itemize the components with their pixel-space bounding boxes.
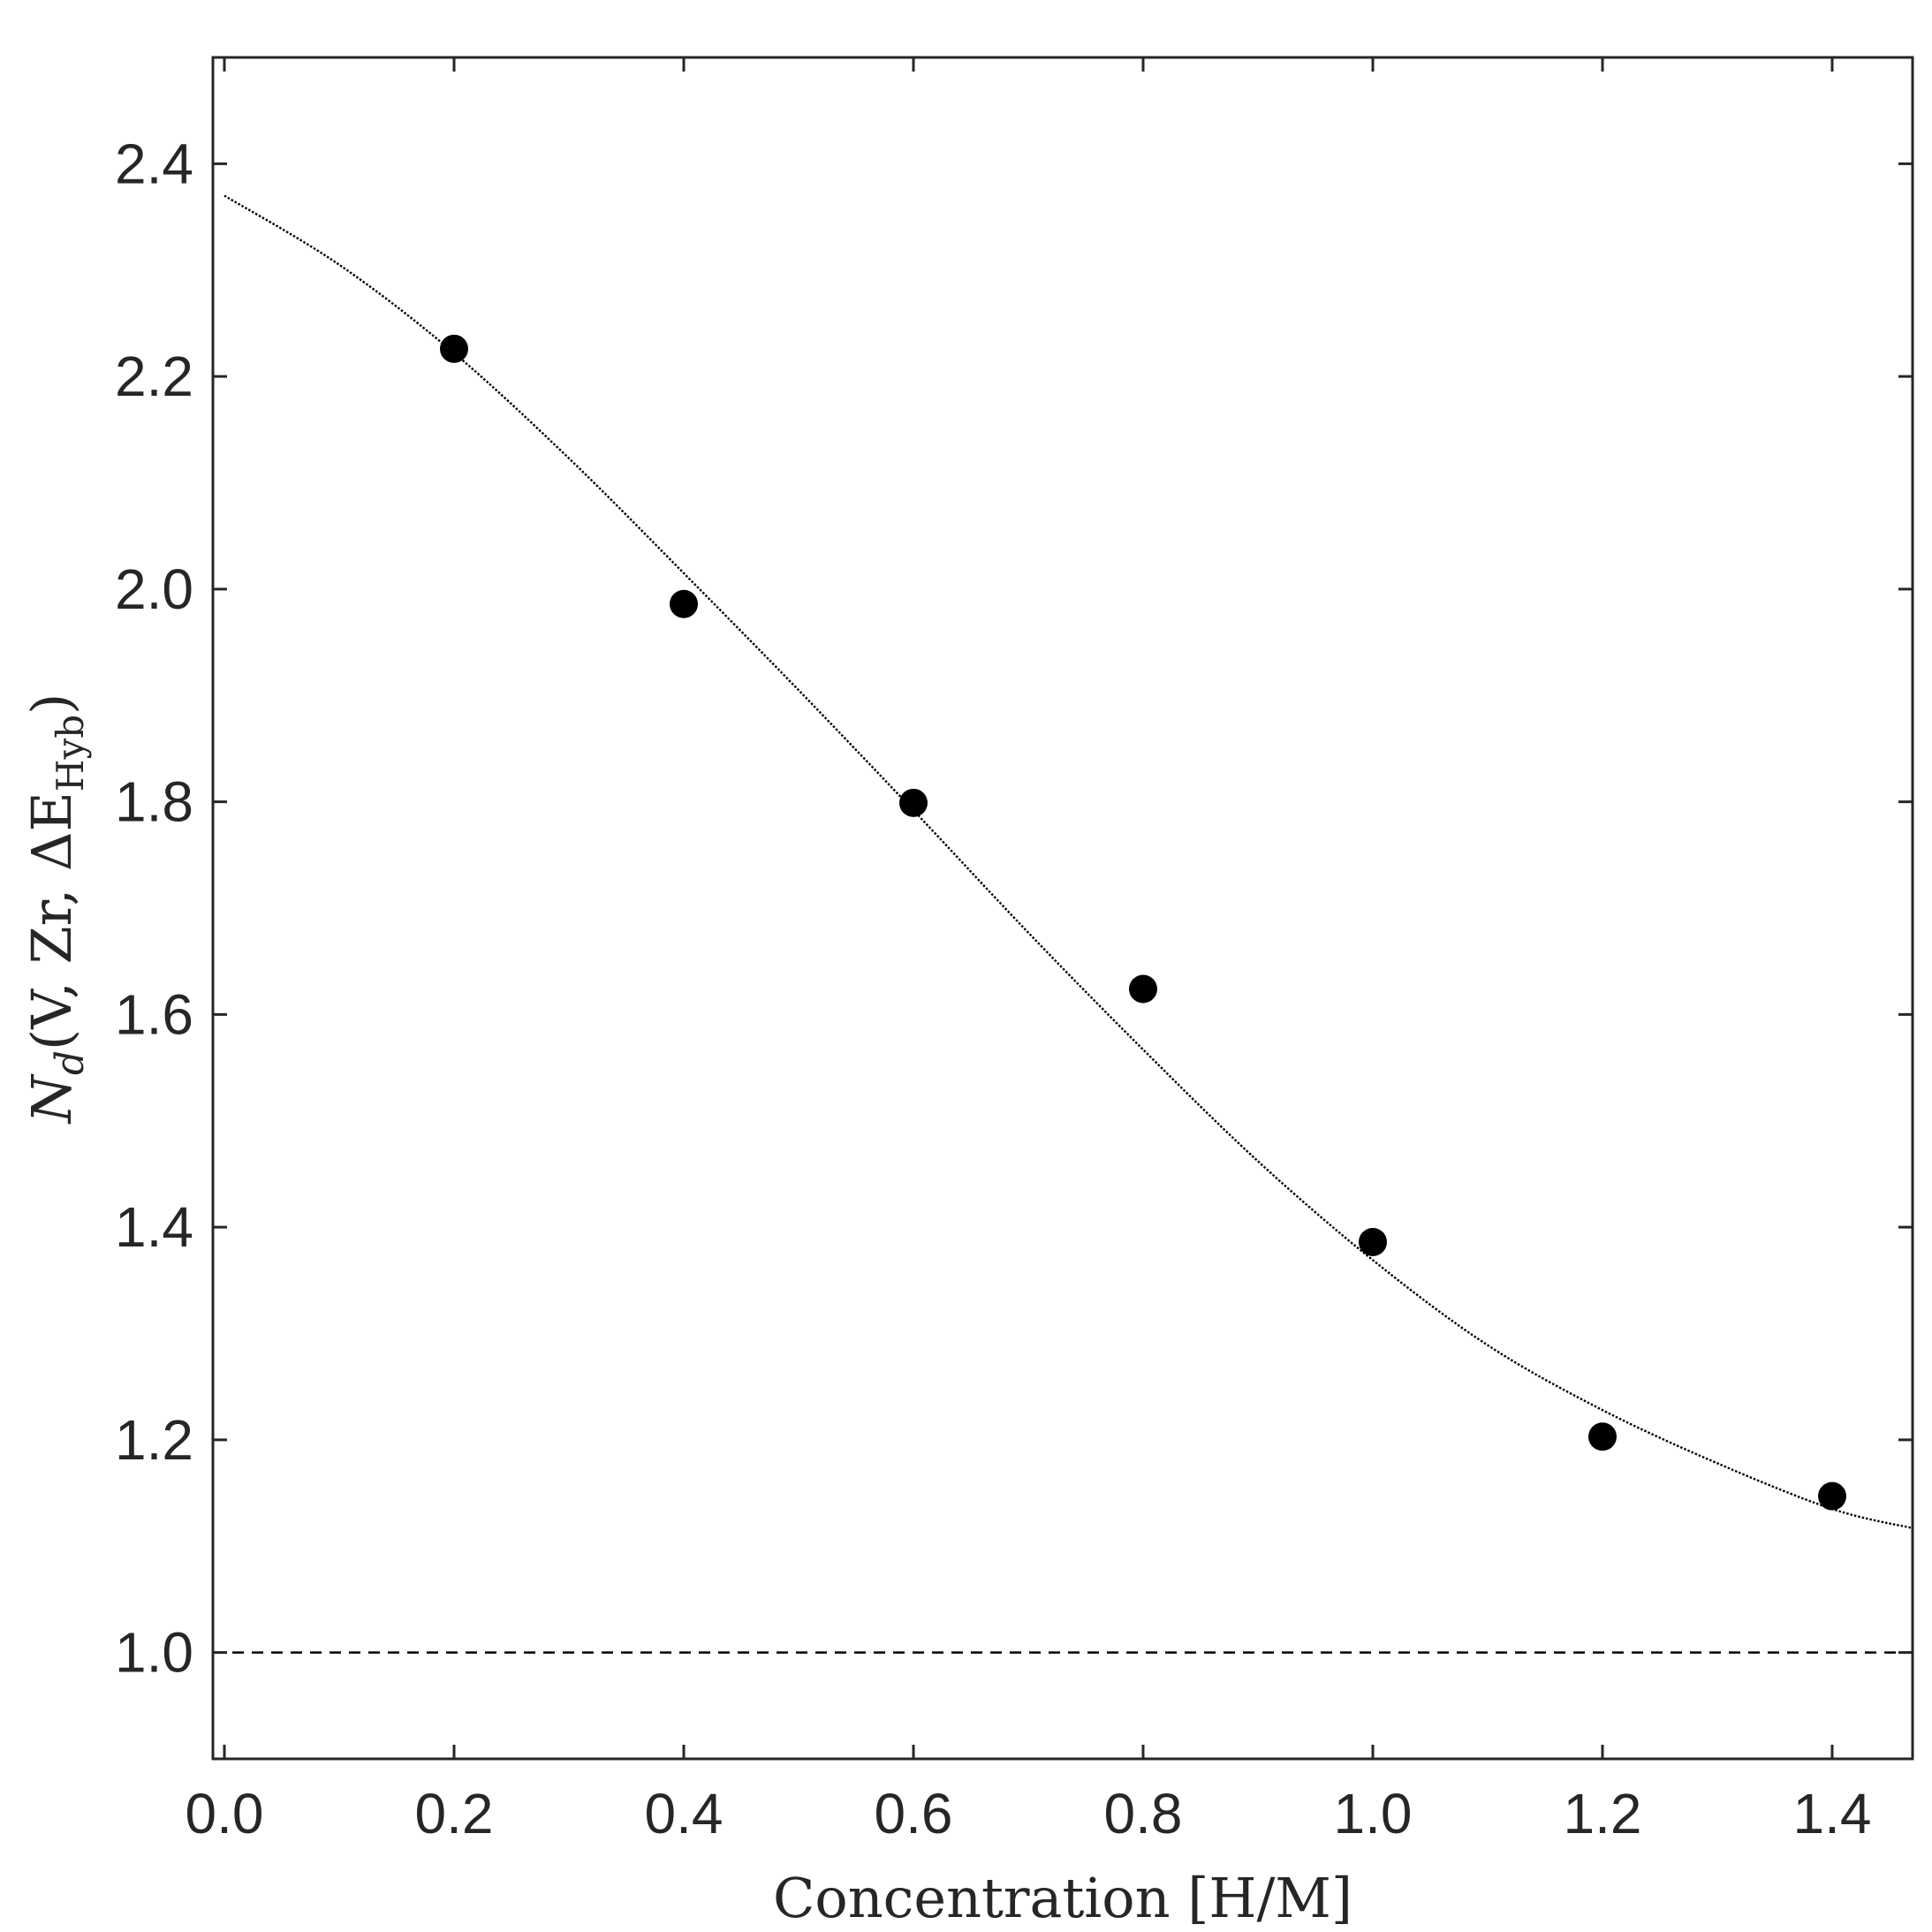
y-tick-label: 2.2 [115, 345, 193, 408]
svg-text:Nd(V, Zr, ΔEHyb): Nd(V, Zr, ΔEHyb) [19, 693, 93, 1125]
y-tick-label: 1.0 [115, 1621, 193, 1685]
y-tick-label: 2.4 [115, 132, 193, 195]
x-tick-label: 0.2 [415, 1782, 494, 1845]
data-point [899, 788, 928, 817]
x-tick-label: 0.0 [186, 1782, 264, 1845]
data-point [440, 334, 468, 363]
data-point [1818, 1481, 1846, 1511]
plot-area [213, 194, 1913, 1654]
x-tick-label: 1.0 [1334, 1782, 1413, 1845]
data-point [1129, 974, 1157, 1004]
x-tick-label: 0.6 [875, 1782, 953, 1845]
y-tick-label: 1.4 [115, 1195, 193, 1259]
axis-ticks [213, 57, 1913, 1759]
tick-labels: 0.0 0.2 0.4 0.6 0.8 1.0 1.2 1.4 1.0 1.2 1.4 1.6 1.8 2… [115, 132, 1871, 1845]
x-tick-label: 1.4 [1793, 1782, 1872, 1845]
plot-frame [211, 56, 1914, 1761]
y-tick-label: 1.8 [115, 770, 193, 834]
y-tick-label: 1.2 [115, 1408, 193, 1472]
y-axis-title-close: ) [19, 693, 84, 715]
y-axis-title-args-subscript: Hyb [49, 715, 92, 792]
data-point [670, 589, 698, 618]
y-tick-label: 1.6 [115, 982, 193, 1046]
y-axis-title: Nd(V, Zr, ΔEHyb) [19, 693, 93, 1125]
data-point [1588, 1422, 1617, 1451]
data-point [1359, 1227, 1387, 1256]
x-tick-label: 0.4 [645, 1782, 724, 1845]
fit-curve [224, 194, 1913, 1529]
x-axis-title: Concentration [H/M] [773, 1866, 1352, 1930]
x-tick-label: 1.2 [1564, 1782, 1642, 1845]
y-axis-title-symbol: N [19, 1072, 84, 1125]
y-tick-label: 2.0 [115, 557, 193, 621]
y-axis-title-subscript: d [48, 1050, 93, 1075]
x-tick-label: 0.8 [1104, 1782, 1183, 1845]
y-axis-title-arguments: (V, Zr, ΔE [19, 792, 84, 1050]
